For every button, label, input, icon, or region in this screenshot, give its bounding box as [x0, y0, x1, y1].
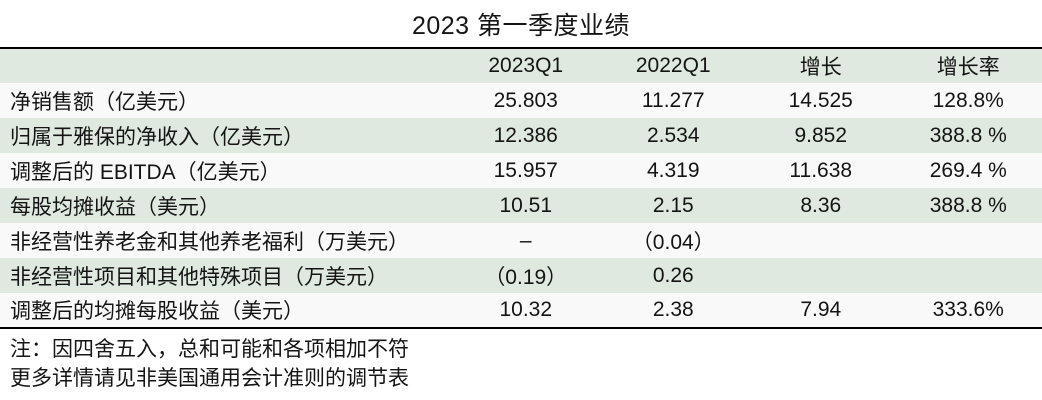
note-line-rounding: 注：因四舍五入，总和可能和各项相加不符 [10, 338, 409, 361]
column-header-growth-rate: 增长率 [894, 48, 1042, 83]
note-line-gaap: 更多详情请见非美国通用会计准则的调节表 [10, 367, 409, 390]
table-row: 调整后的均摊每股收益（美元） 10.32 2.38 7.94 333.6% [0, 293, 1042, 328]
cell-growth-rate: 269.4 % [894, 153, 1042, 188]
cell-2023q1: 10.51 [452, 188, 600, 223]
cell-growth-rate: 333.6% [894, 293, 1042, 328]
header-row: 2023Q1 2022Q1 增长 增长率 [0, 48, 1042, 83]
row-label: 非经营性项目和其他特殊项目（万美元） [0, 258, 452, 293]
column-header-growth: 增长 [747, 48, 895, 83]
table-row: 调整后的 EBITDA（亿美元） 15.957 4.319 11.638 269… [0, 153, 1042, 188]
cell-2022q1: 0.26 [599, 258, 747, 293]
row-label: 非经营性养老金和其他养老福利（万美元） [0, 223, 452, 258]
cell-growth: 8.36 [747, 188, 895, 223]
page-title: 2023 第一季度业绩 [411, 11, 631, 40]
table-row: 每股均摊收益（美元） 10.51 2.15 8.36 388.8 % [0, 188, 1042, 223]
cell-2022q1: 2.38 [599, 293, 747, 328]
cell-growth [747, 223, 895, 258]
cell-2022q1: 11.277 [599, 83, 747, 118]
row-label: 净销售额（亿美元） [0, 83, 452, 118]
cell-growth: 11.638 [747, 153, 895, 188]
cell-2022q1: （0.04） [599, 223, 747, 258]
cell-growth: 14.525 [747, 83, 895, 118]
row-label: 每股均摊收益（美元） [0, 188, 452, 223]
cell-2022q1: 2.15 [599, 188, 747, 223]
cell-growth: 9.852 [747, 118, 895, 153]
cell-growth-rate: 128.8% [894, 83, 1042, 118]
column-header-2023q1: 2023Q1 [452, 48, 600, 83]
cell-growth: 7.94 [747, 293, 895, 328]
table-row: 归属于雅保的净收入（亿美元） 12.386 2.534 9.852 388.8 … [0, 118, 1042, 153]
column-header-2022q1: 2022Q1 [599, 48, 747, 83]
cell-2023q1: 15.957 [452, 153, 600, 188]
cell-2023q1: 12.386 [452, 118, 600, 153]
cell-2022q1: 4.319 [599, 153, 747, 188]
table-row: 净销售额（亿美元） 25.803 11.277 14.525 128.8% [0, 83, 1042, 118]
cell-2023q1: – [452, 223, 600, 258]
column-header-blank [0, 48, 452, 83]
cell-growth-rate: 388.8 % [894, 188, 1042, 223]
row-label: 调整后的 EBITDA（亿美元） [0, 153, 452, 188]
row-label: 归属于雅保的净收入（亿美元） [0, 118, 452, 153]
cell-2023q1: 25.803 [452, 83, 600, 118]
cell-2023q1: 10.32 [452, 293, 600, 328]
table-row: 非经营性养老金和其他养老福利（万美元） – （0.04） [0, 223, 1042, 258]
cell-growth-rate [894, 223, 1042, 258]
cell-2022q1: 2.534 [599, 118, 747, 153]
cell-growth-rate [894, 258, 1042, 293]
row-label: 调整后的均摊每股收益（美元） [0, 293, 452, 328]
results-table: 2023Q1 2022Q1 增长 增长率 净销售额（亿美元） 25.803 11… [0, 47, 1042, 329]
cell-growth-rate: 388.8 % [894, 118, 1042, 153]
footnotes: 注：因四舍五入，总和可能和各项相加不符 更多详情请见非美国通用会计准则的调节表 [0, 329, 1042, 400]
cell-2023q1: （0.19） [452, 258, 600, 293]
table-row: 非经营性项目和其他特殊项目（万美元） （0.19） 0.26 [0, 258, 1042, 293]
cell-growth [747, 258, 895, 293]
